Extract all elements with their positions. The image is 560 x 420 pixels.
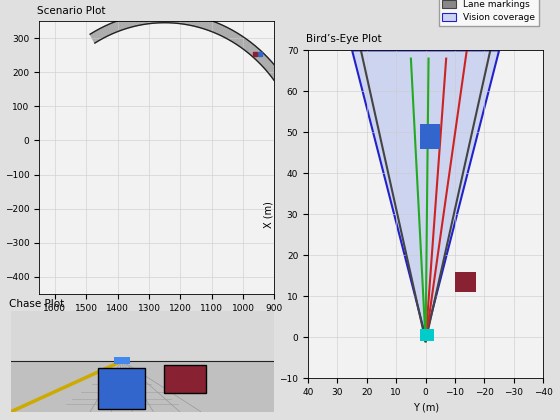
Polygon shape — [352, 50, 499, 337]
Y-axis label: X (m): X (m) — [264, 201, 274, 228]
X-axis label: Y (m): Y (m) — [413, 402, 438, 412]
Legend: Lane markings, Vision coverage: Lane markings, Vision coverage — [438, 0, 539, 26]
FancyBboxPatch shape — [98, 368, 146, 409]
FancyBboxPatch shape — [164, 365, 206, 394]
Bar — [420, 124, 440, 149]
Polygon shape — [11, 311, 274, 361]
Bar — [420, 329, 435, 341]
Text: Chase Plot: Chase Plot — [8, 299, 64, 309]
X-axis label: Y (m): Y (m) — [144, 318, 170, 328]
Bar — [114, 357, 130, 364]
Polygon shape — [11, 361, 274, 412]
Text: Bird’s-Eye Plot: Bird’s-Eye Plot — [306, 34, 381, 44]
Text: Scenario Plot: Scenario Plot — [37, 5, 105, 16]
Bar — [455, 271, 475, 292]
